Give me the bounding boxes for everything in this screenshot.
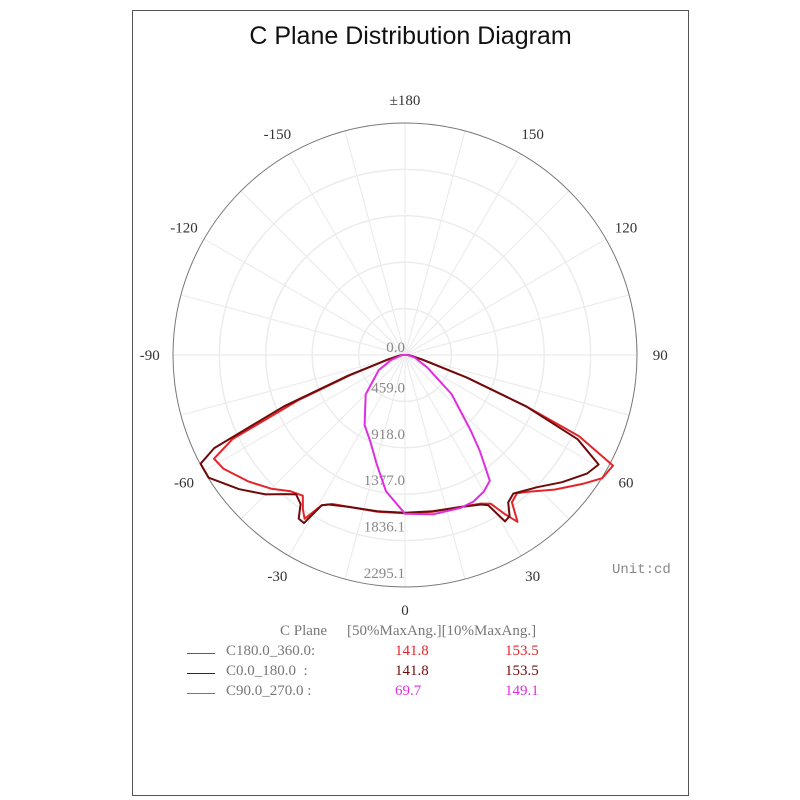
grid-spoke: [404, 153, 522, 356]
grid-spoke: [180, 294, 406, 356]
legend-row-label: C180.0_360.0:: [226, 643, 316, 659]
chart-title: C Plane Distribution Diagram: [249, 22, 572, 50]
grid-spoke: [344, 130, 406, 356]
angle-tick-label: 30: [525, 569, 540, 585]
legend-row-label: C90.0_270.0 :: [226, 683, 312, 699]
angle-tick-label: 90: [653, 348, 668, 364]
grid-spoke: [404, 294, 630, 356]
radial-tick-label: 1377.0: [364, 473, 405, 489]
angle-tick-label: -90: [140, 348, 160, 364]
grid-spoke: [240, 354, 406, 520]
legend-row-50: 69.7: [395, 683, 422, 699]
angle-tick-label: 60: [619, 476, 634, 492]
legend-swatch: [187, 653, 215, 654]
angle-tick-label: -150: [264, 127, 292, 143]
grid-spoke: [404, 354, 466, 580]
grid-spoke: [404, 130, 466, 356]
legend-row-50: 141.8: [395, 663, 429, 679]
legend-row-10: 153.5: [505, 663, 539, 679]
angle-tick-label: 0: [401, 603, 409, 619]
legend-row-label: C0.0_180.0 :: [226, 663, 308, 679]
grid-spoke: [404, 238, 607, 356]
angle-tick-label: 150: [521, 127, 544, 143]
grid-spoke: [288, 153, 406, 356]
radial-tick-label: 2295.1: [364, 566, 405, 582]
grid-spoke: [404, 354, 630, 416]
angle-tick-label: ±180: [390, 93, 421, 109]
radial-tick-label: 0.0: [386, 340, 405, 356]
grid-spoke: [344, 354, 406, 580]
grid-spoke: [404, 354, 522, 557]
legend-swatch: [187, 693, 215, 694]
grid-spoke: [203, 238, 406, 356]
outer-circle: [172, 122, 638, 588]
grid-spoke: [404, 190, 570, 356]
radial-tick-label: 1836.1: [364, 520, 405, 536]
radial-tick-label: 918.0: [371, 427, 405, 443]
series-line-C90.0_270.0: [363, 354, 491, 516]
angle-tick-label: -30: [267, 569, 287, 585]
legend-header-plane: C Plane: [280, 623, 328, 639]
grid-spoke: [203, 354, 406, 472]
radial-tick-label: 459.0: [371, 380, 405, 396]
legend-swatch: [187, 673, 215, 674]
angle-tick-label: -120: [170, 220, 198, 236]
angle-tick-label: -60: [174, 476, 194, 492]
grid-spoke: [288, 354, 406, 557]
legend-row-10: 153.5: [505, 643, 539, 659]
series-line-C180.0_360.0: [213, 354, 614, 523]
grid-spoke: [404, 354, 607, 472]
grid-spoke: [240, 190, 406, 356]
angle-tick-label: 120: [615, 220, 638, 236]
legend-row-50: 141.8: [395, 643, 429, 659]
legend-header-cols: [50%MaxAng.][10%MaxAng.]: [347, 623, 537, 639]
unit-label: Unit:cd: [612, 562, 671, 578]
legend-row-10: 149.1: [505, 683, 539, 699]
grid-spoke: [180, 354, 406, 416]
grid-spoke: [404, 354, 570, 520]
diagram-frame: [132, 10, 689, 796]
